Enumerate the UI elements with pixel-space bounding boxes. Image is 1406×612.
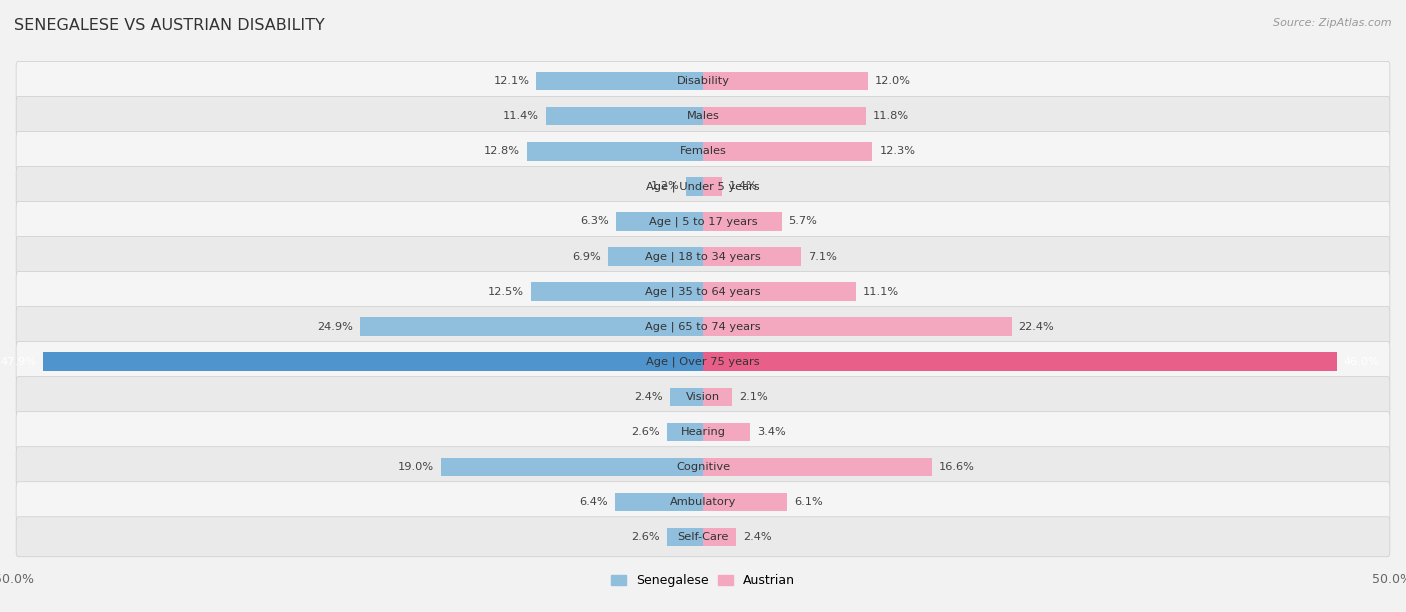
Text: 19.0%: 19.0% <box>398 461 434 472</box>
Bar <box>703 458 932 476</box>
Bar <box>703 107 866 125</box>
Text: 6.4%: 6.4% <box>579 497 607 507</box>
FancyBboxPatch shape <box>15 517 1391 557</box>
Bar <box>703 212 782 231</box>
Bar <box>703 493 787 511</box>
FancyBboxPatch shape <box>15 166 1391 206</box>
FancyBboxPatch shape <box>15 412 1391 452</box>
Bar <box>703 282 856 300</box>
Text: 11.1%: 11.1% <box>863 286 898 297</box>
Text: Age | 35 to 64 years: Age | 35 to 64 years <box>645 286 761 297</box>
FancyBboxPatch shape <box>15 307 1391 346</box>
Text: 12.8%: 12.8% <box>484 146 520 157</box>
Bar <box>669 387 703 406</box>
Bar <box>703 72 869 91</box>
Text: 7.1%: 7.1% <box>807 252 837 261</box>
FancyBboxPatch shape <box>15 132 1391 171</box>
FancyBboxPatch shape <box>15 376 1391 417</box>
Text: Cognitive: Cognitive <box>676 461 730 472</box>
Text: 3.4%: 3.4% <box>756 427 786 437</box>
Text: Age | Over 75 years: Age | Over 75 years <box>647 356 759 367</box>
Text: 2.1%: 2.1% <box>738 392 768 401</box>
Bar <box>686 177 703 196</box>
Text: 2.4%: 2.4% <box>634 392 664 401</box>
Text: 16.6%: 16.6% <box>939 461 974 472</box>
Bar <box>703 247 801 266</box>
FancyBboxPatch shape <box>15 447 1391 487</box>
Text: 2.4%: 2.4% <box>742 532 772 542</box>
FancyBboxPatch shape <box>15 341 1391 381</box>
Text: Disability: Disability <box>676 76 730 86</box>
Text: 11.8%: 11.8% <box>873 111 908 121</box>
Legend: Senegalese, Austrian: Senegalese, Austrian <box>606 569 800 592</box>
Bar <box>703 528 737 546</box>
Bar <box>536 72 703 91</box>
Text: Females: Females <box>679 146 727 157</box>
Text: 6.1%: 6.1% <box>794 497 823 507</box>
Text: 2.6%: 2.6% <box>631 427 661 437</box>
Text: SENEGALESE VS AUSTRIAN DISABILITY: SENEGALESE VS AUSTRIAN DISABILITY <box>14 18 325 34</box>
Text: 12.3%: 12.3% <box>879 146 915 157</box>
Bar <box>703 387 733 406</box>
Text: Males: Males <box>686 111 720 121</box>
Text: Age | 65 to 74 years: Age | 65 to 74 years <box>645 321 761 332</box>
Bar <box>614 493 703 511</box>
Text: 1.4%: 1.4% <box>730 181 758 192</box>
Text: Source: ZipAtlas.com: Source: ZipAtlas.com <box>1274 18 1392 28</box>
Text: 6.9%: 6.9% <box>572 252 600 261</box>
Bar <box>607 247 703 266</box>
FancyBboxPatch shape <box>15 61 1391 102</box>
Bar <box>360 318 703 336</box>
Text: 22.4%: 22.4% <box>1018 321 1054 332</box>
Text: Age | 18 to 34 years: Age | 18 to 34 years <box>645 252 761 262</box>
Bar <box>44 353 703 371</box>
Bar <box>616 212 703 231</box>
Text: 2.6%: 2.6% <box>631 532 661 542</box>
Text: Vision: Vision <box>686 392 720 401</box>
Text: 5.7%: 5.7% <box>789 217 817 226</box>
Bar <box>441 458 703 476</box>
Bar <box>703 318 1012 336</box>
Text: 1.2%: 1.2% <box>651 181 679 192</box>
FancyBboxPatch shape <box>15 237 1391 277</box>
Bar <box>527 143 703 160</box>
Bar <box>668 528 703 546</box>
Text: Self-Care: Self-Care <box>678 532 728 542</box>
Bar <box>668 422 703 441</box>
Text: Age | 5 to 17 years: Age | 5 to 17 years <box>648 216 758 226</box>
Text: 11.4%: 11.4% <box>503 111 538 121</box>
FancyBboxPatch shape <box>15 201 1391 242</box>
Bar <box>531 282 703 300</box>
Text: 47.9%: 47.9% <box>0 357 37 367</box>
Bar <box>703 143 873 160</box>
Text: 12.1%: 12.1% <box>494 76 530 86</box>
Bar <box>546 107 703 125</box>
Text: 24.9%: 24.9% <box>318 321 353 332</box>
FancyBboxPatch shape <box>15 272 1391 312</box>
FancyBboxPatch shape <box>15 482 1391 521</box>
Bar <box>703 422 749 441</box>
Text: Age | Under 5 years: Age | Under 5 years <box>647 181 759 192</box>
Text: 12.5%: 12.5% <box>488 286 524 297</box>
Bar <box>703 353 1337 371</box>
Text: 46.0%: 46.0% <box>1344 357 1379 367</box>
Text: Hearing: Hearing <box>681 427 725 437</box>
FancyBboxPatch shape <box>15 97 1391 136</box>
Text: 6.3%: 6.3% <box>581 217 609 226</box>
Text: Ambulatory: Ambulatory <box>669 497 737 507</box>
Text: 12.0%: 12.0% <box>875 76 911 86</box>
Bar <box>703 177 723 196</box>
